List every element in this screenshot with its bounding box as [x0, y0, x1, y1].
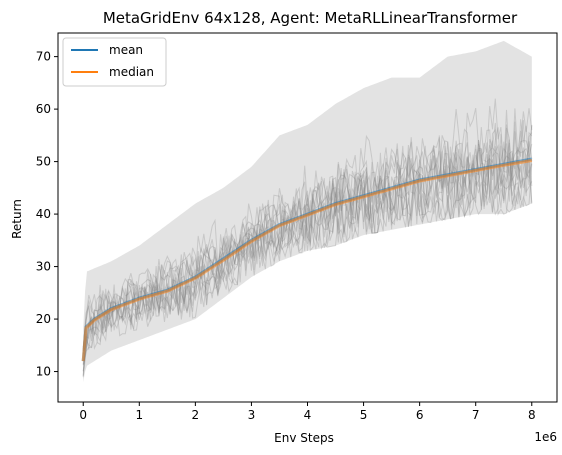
y-axis-ticks: 10 20 30 40 50 60 70: [36, 50, 58, 379]
y-tick-label: 40: [36, 207, 51, 221]
y-axis-label: Return: [10, 199, 24, 239]
x-tick-label: 2: [192, 408, 200, 422]
run-trace: [82, 119, 533, 355]
y-tick-label: 10: [36, 365, 51, 379]
series-lines: [81, 157, 533, 362]
series-line-median: [81, 159, 533, 362]
legend-mean-label: mean: [109, 43, 143, 57]
run-trace: [82, 132, 533, 351]
run-trace: [82, 140, 533, 377]
x-tick-label: 3: [248, 408, 256, 422]
x-tick-label: 7: [472, 408, 480, 422]
x-tick-label: 8: [528, 408, 536, 422]
run-trace: [82, 143, 533, 366]
x-tick-label: 5: [360, 408, 368, 422]
run-trace: [82, 125, 533, 365]
x-tick-label: 0: [79, 408, 87, 422]
legend: mean median: [62, 37, 167, 87]
y-tick-label: 60: [36, 102, 51, 116]
legend-median-label: median: [109, 65, 154, 79]
x-axis-ticks: 0 1 2 3 4 5 6 7 8: [79, 402, 536, 422]
run-trace: [82, 153, 533, 372]
runs-envelope: [83, 40, 532, 383]
chart-title: MetaGridEnv 64x128, Agent: MetaRLLinearT…: [103, 9, 518, 27]
y-tick-label: 50: [36, 155, 51, 169]
run-trace: [82, 127, 533, 349]
run-trace: [82, 98, 533, 348]
runs-band: [82, 40, 533, 383]
x-tick-label: 1: [135, 408, 143, 422]
run-trace: [82, 120, 533, 350]
x-scale-offset: 1e6: [534, 430, 557, 444]
y-tick-label: 70: [36, 50, 51, 64]
x-tick-label: 4: [304, 408, 312, 422]
run-trace: [82, 139, 533, 365]
x-axis-label: Env Steps: [274, 431, 334, 445]
x-tick-label: 6: [416, 408, 424, 422]
y-tick-label: 30: [36, 260, 51, 274]
y-tick-label: 20: [36, 312, 51, 326]
